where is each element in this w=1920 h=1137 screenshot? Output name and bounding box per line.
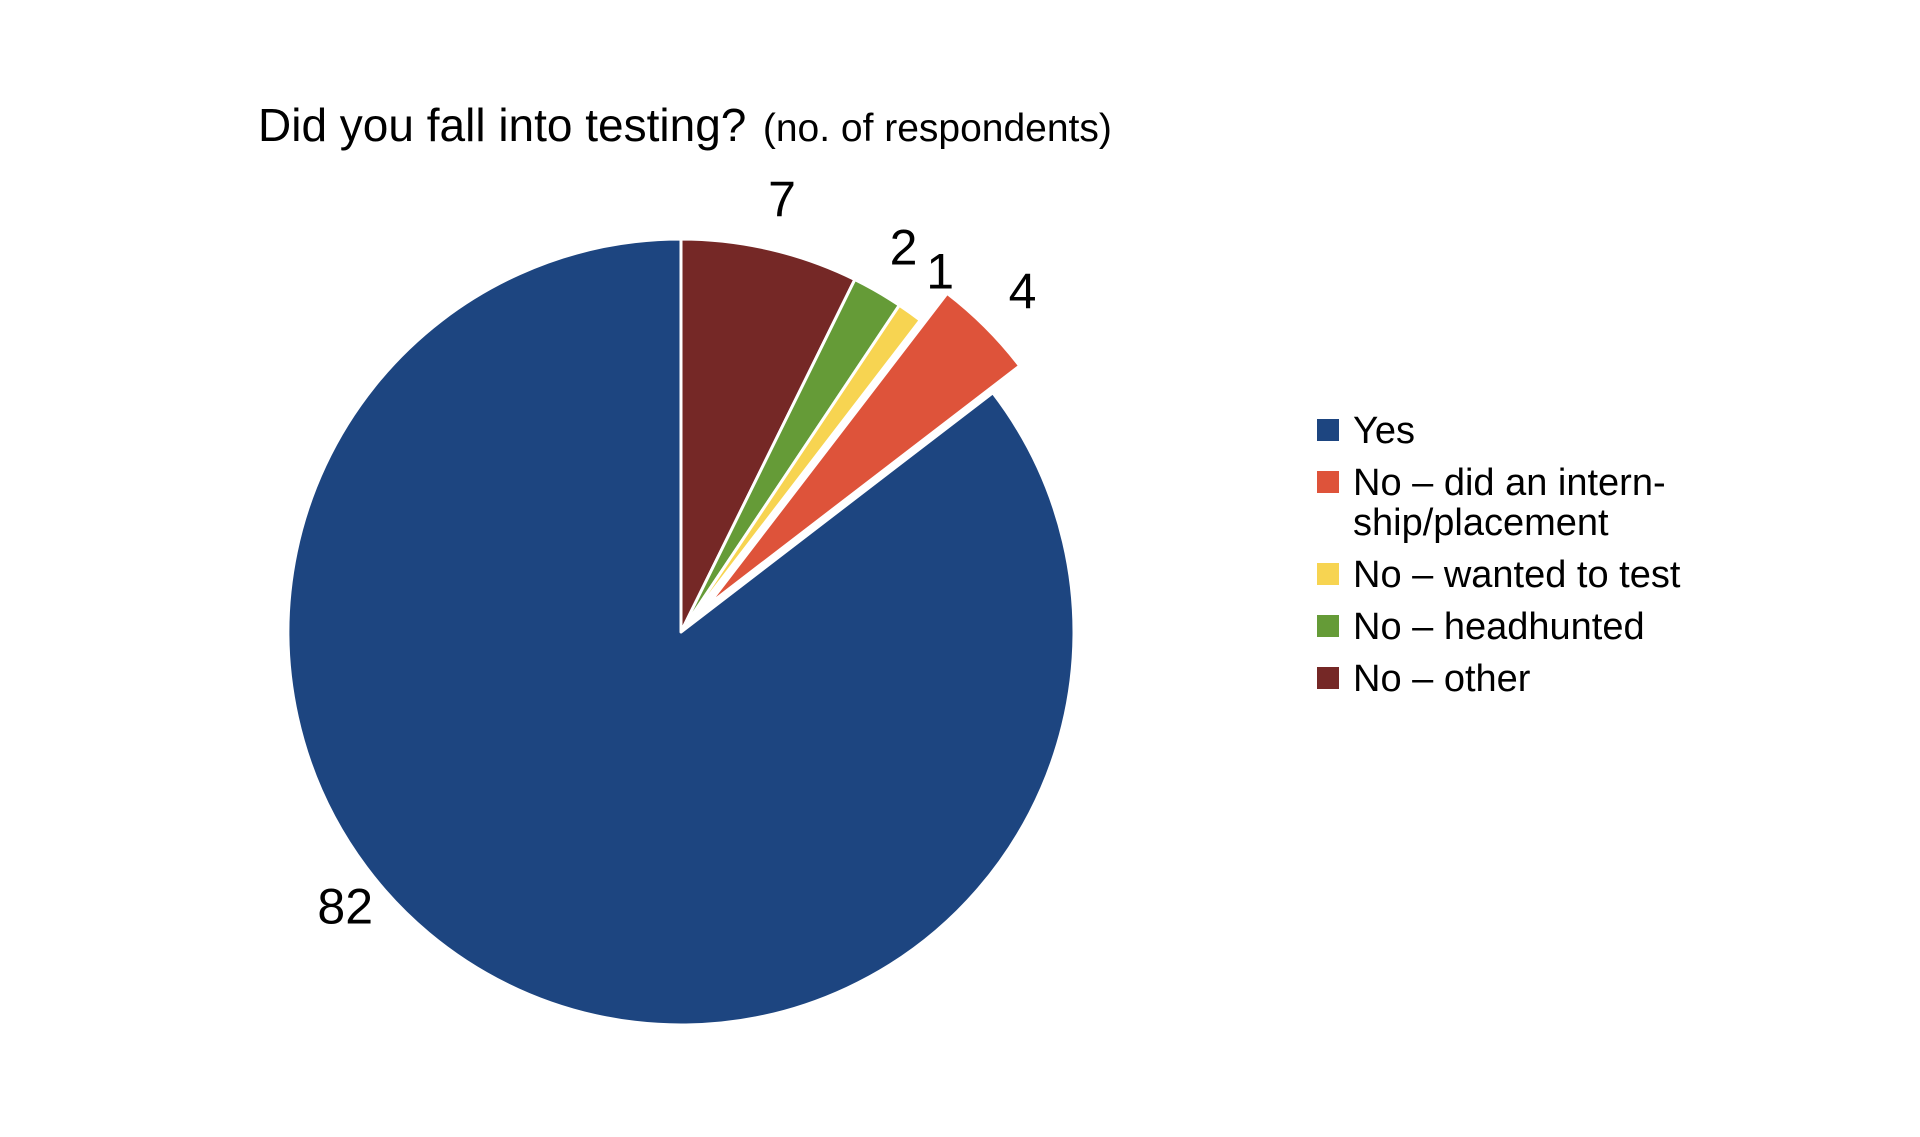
data-label-no-did-an-internship-placement: 4: [1009, 263, 1037, 319]
pie-slice-no-did-an-internship-placement: [706, 291, 1022, 607]
pie-slice-yes: [286, 237, 1076, 1027]
pie-slices: [286, 237, 1076, 1027]
data-label-no-headhunted: 2: [890, 220, 918, 276]
chart-title: Did you fall into testing?: [258, 99, 746, 151]
legend-label: No – headhunted: [1353, 606, 1645, 648]
legend-item-no-headhunted: No – headhunted: [1317, 606, 1645, 648]
legend-label: No – wanted to test: [1353, 554, 1681, 596]
chart-subtitle: (no. of respondents): [763, 107, 1112, 150]
legend-swatch: [1317, 615, 1339, 637]
data-label-no-wanted-to-test: 1: [926, 243, 954, 299]
legend-label: ship/placement: [1353, 502, 1609, 544]
legend-swatch: [1317, 563, 1339, 585]
legend-label: Yes: [1353, 410, 1415, 452]
legend-swatch: [1317, 667, 1339, 689]
data-label-yes: 82: [317, 878, 373, 934]
legend-item-no-other: No – other: [1317, 658, 1531, 700]
svg-text:Did you fall into testing?: Did you fall into testing? (no. of respo…: [258, 99, 1112, 151]
legend-item-no-did-an-internship-placement: No – did an intern-ship/placement: [1317, 462, 1666, 544]
legend-label: No – did an intern-: [1353, 462, 1666, 504]
legend-item-no-wanted-to-test: No – wanted to test: [1317, 554, 1681, 596]
legend-swatch: [1317, 419, 1339, 441]
data-labels: 7 2 1 4 82: [317, 172, 1036, 935]
legend-swatch: [1317, 471, 1339, 493]
legend-label: No – other: [1353, 658, 1531, 700]
data-label-no-other: 7: [768, 172, 796, 228]
pie-slice-no-wanted-to-test: [679, 303, 922, 634]
legend-item-yes: Yes: [1317, 410, 1415, 452]
pie-slice-no-other: [679, 237, 857, 634]
